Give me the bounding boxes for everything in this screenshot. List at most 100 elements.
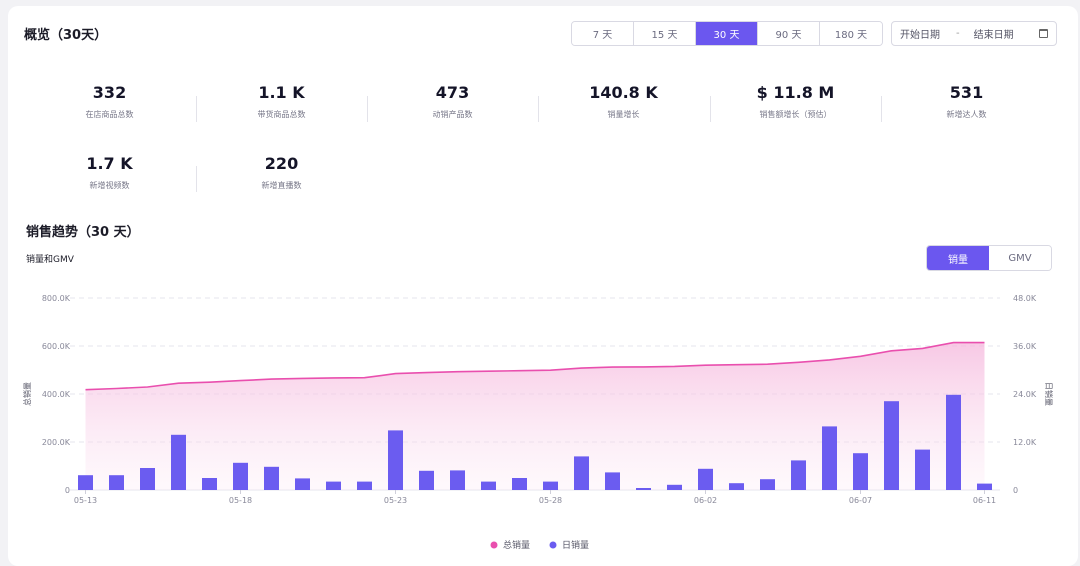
total-sales-line — [85, 341, 985, 391]
daily-sales-bar — [140, 468, 155, 490]
stat-value: 531 — [949, 83, 984, 102]
range-90-days[interactable]: 90 天 — [758, 22, 820, 45]
daily-sales-bar — [481, 481, 496, 490]
daily-sales-bar — [109, 475, 124, 490]
stat-value: 332 — [92, 83, 127, 102]
x-tick-label: 06-07 — [849, 496, 872, 505]
right-axis-title: 日销量 — [1044, 382, 1054, 406]
stat-divider — [196, 166, 197, 192]
daily-sales-bar — [636, 488, 651, 490]
daily-sales-bar — [574, 456, 589, 490]
trend-title: 销售趋势（30 天） — [26, 225, 140, 240]
stat-value: 473 — [435, 83, 470, 102]
daily-sales-bar — [357, 481, 372, 490]
daily-sales-bar — [326, 481, 341, 490]
daily-sales-bar — [667, 484, 682, 490]
daily-sales-bar — [605, 472, 620, 490]
stat-promoted-products: 1.1 K 带货商品总数 — [196, 82, 367, 120]
daily-sales-bar — [977, 483, 992, 490]
daily-sales-bar — [450, 470, 465, 490]
date-separator: - — [956, 28, 960, 39]
calendar-icon[interactable] — [1039, 29, 1048, 38]
range-180-days[interactable]: 180 天 — [820, 22, 882, 45]
daily-sales-bar — [233, 462, 248, 490]
legend-marker — [490, 541, 498, 549]
left-tick-label: 800.0K — [42, 294, 71, 303]
stat-divider — [538, 96, 539, 122]
left-tick-label: 600.0K — [42, 342, 71, 351]
stat-label: 动销产品数 — [432, 110, 473, 119]
stat-value: 1.7 K — [86, 154, 133, 173]
stat-label: 销售额增长（预估） — [759, 110, 832, 119]
legend-marker — [549, 541, 557, 549]
daily-sales-bar — [388, 430, 403, 490]
stat-label: 销量增长 — [607, 110, 640, 119]
daily-sales-bar — [202, 478, 217, 490]
x-tick-label: 05-28 — [539, 496, 562, 505]
stat-divider — [710, 96, 711, 122]
legend-label: 日销量 — [562, 539, 589, 551]
tab-sales-volume[interactable]: 销量 — [927, 246, 989, 270]
stat-in-store-products: 332 在店商品总数 — [24, 82, 195, 120]
stat-value: 140.8 K — [589, 83, 658, 102]
daily-sales-bar — [419, 470, 434, 490]
stat-divider — [196, 96, 197, 122]
date-range-picker[interactable]: 开始日期 - 结束日期 — [891, 21, 1057, 46]
stat-label: 在店商品总数 — [85, 110, 134, 119]
daily-sales-bar — [946, 394, 961, 490]
range-7-days[interactable]: 7 天 — [572, 22, 634, 45]
stat-value: $ 11.8 M — [756, 83, 835, 102]
daily-sales-bar — [512, 478, 527, 490]
stat-sales-growth: 140.8 K 销量增长 — [538, 82, 709, 120]
stat-label: 带货商品总数 — [257, 110, 306, 119]
daily-sales-bar — [78, 475, 93, 490]
stat-new-videos: 1.7 K 新增视频数 — [24, 153, 195, 191]
daily-sales-bar — [915, 449, 930, 490]
daily-sales-bar — [729, 483, 744, 490]
stat-new-creators: 531 新增达人数 — [881, 82, 1052, 120]
x-tick-label: 05-13 — [74, 496, 97, 505]
right-tick-label: 24.0K — [1013, 390, 1037, 399]
stat-label: 新增视频数 — [89, 181, 130, 190]
x-tick-label: 05-23 — [384, 496, 407, 505]
daily-sales-bar — [295, 478, 310, 490]
daily-sales-bar — [791, 460, 806, 490]
stat-label: 新增达人数 — [946, 110, 987, 119]
stat-divider — [367, 96, 368, 122]
range-15-days[interactable]: 15 天 — [634, 22, 696, 45]
x-tick-label: 06-02 — [694, 496, 717, 505]
stat-divider — [881, 96, 882, 122]
metric-toggle: 销量 GMV — [926, 245, 1052, 271]
daily-sales-bar — [264, 466, 279, 490]
x-tick-label: 06-11 — [973, 496, 996, 505]
left-axis-title: 总销量 — [22, 382, 32, 406]
daily-sales-bar — [822, 426, 837, 490]
right-tick-label: 48.0K — [1013, 294, 1037, 303]
right-tick-label: 36.0K — [1013, 342, 1037, 351]
trend-subtitle: 销量和GMV — [26, 255, 74, 265]
range-selector: 7 天 15 天 30 天 90 天 180 天 — [571, 21, 883, 46]
daily-sales-bar — [543, 481, 558, 490]
daily-sales-bar — [884, 401, 899, 490]
stat-value: 220 — [264, 154, 299, 173]
stat-label: 新增直播数 — [261, 181, 302, 190]
overview-title: 概览（30天） — [24, 28, 108, 43]
stat-moving-products: 473 动销产品数 — [367, 82, 538, 120]
date-end-field[interactable]: 结束日期 — [973, 30, 1014, 41]
daily-sales-bar — [171, 434, 186, 490]
stat-new-livestreams: 220 新增直播数 — [196, 153, 367, 191]
daily-sales-bar — [853, 453, 868, 490]
daily-sales-bar — [760, 479, 775, 490]
left-tick-label: 400.0K — [42, 390, 71, 399]
tab-gmv[interactable]: GMV — [989, 246, 1051, 270]
left-tick-label: 0 — [65, 486, 70, 495]
right-tick-label: 12.0K — [1013, 438, 1037, 447]
right-tick-label: 0 — [1013, 486, 1018, 495]
sales-trend-chart: 0 200.0K 400.0K 600.0K 800.0K 0 12.0K 24.0K 36.0… — [22, 294, 1054, 551]
date-start-field[interactable]: 开始日期 — [900, 30, 940, 41]
x-tick-label: 05-18 — [229, 496, 252, 505]
total-sales-area — [85, 342, 985, 490]
legend-label: 总销量 — [503, 539, 530, 551]
stat-value: 1.1 K — [258, 83, 305, 102]
range-30-days[interactable]: 30 天 — [696, 22, 758, 45]
